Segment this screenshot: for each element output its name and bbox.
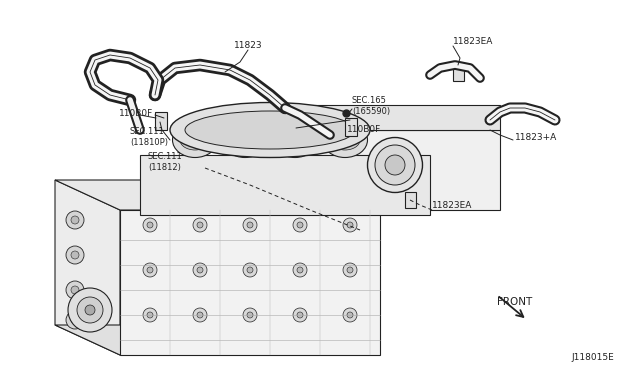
Circle shape <box>147 267 153 273</box>
Polygon shape <box>55 180 380 210</box>
Text: 11823: 11823 <box>234 42 262 51</box>
Circle shape <box>347 312 353 318</box>
Circle shape <box>197 222 203 228</box>
FancyBboxPatch shape <box>453 65 464 81</box>
Ellipse shape <box>280 130 310 150</box>
Circle shape <box>343 218 357 232</box>
Circle shape <box>243 218 257 232</box>
Circle shape <box>77 297 103 323</box>
Circle shape <box>66 311 84 329</box>
Ellipse shape <box>385 155 405 175</box>
Text: 110B0F: 110B0F <box>347 125 381 135</box>
Circle shape <box>297 222 303 228</box>
Circle shape <box>147 312 153 318</box>
Polygon shape <box>55 325 380 355</box>
Text: 11823+A: 11823+A <box>515 134 557 142</box>
Circle shape <box>71 216 79 224</box>
Ellipse shape <box>367 138 422 192</box>
Circle shape <box>247 267 253 273</box>
Ellipse shape <box>330 130 360 150</box>
Circle shape <box>347 267 353 273</box>
FancyBboxPatch shape <box>405 192 416 208</box>
Circle shape <box>68 288 112 332</box>
Circle shape <box>143 263 157 277</box>
Circle shape <box>85 305 95 315</box>
Circle shape <box>193 308 207 322</box>
Circle shape <box>247 222 253 228</box>
Circle shape <box>293 218 307 232</box>
Polygon shape <box>140 155 430 215</box>
Text: SEC.165
(165590): SEC.165 (165590) <box>352 96 390 116</box>
Ellipse shape <box>180 130 210 150</box>
Ellipse shape <box>323 122 367 157</box>
Ellipse shape <box>170 103 370 157</box>
Ellipse shape <box>185 111 355 149</box>
Circle shape <box>297 267 303 273</box>
Circle shape <box>147 222 153 228</box>
Circle shape <box>143 308 157 322</box>
Ellipse shape <box>223 122 268 157</box>
Circle shape <box>143 218 157 232</box>
Circle shape <box>193 218 207 232</box>
Ellipse shape <box>230 130 260 150</box>
Circle shape <box>71 316 79 324</box>
Polygon shape <box>315 105 500 130</box>
Ellipse shape <box>375 145 415 185</box>
Text: FRONT: FRONT <box>497 297 532 307</box>
Circle shape <box>343 308 357 322</box>
Text: J118015E: J118015E <box>572 353 614 362</box>
Ellipse shape <box>173 122 218 157</box>
Circle shape <box>66 246 84 264</box>
Circle shape <box>297 312 303 318</box>
Circle shape <box>197 312 203 318</box>
Text: SEC.111
(11810P): SEC.111 (11810P) <box>130 127 168 147</box>
Circle shape <box>293 308 307 322</box>
Circle shape <box>247 312 253 318</box>
Polygon shape <box>120 210 380 355</box>
Circle shape <box>197 267 203 273</box>
Text: 11823EA: 11823EA <box>432 201 472 209</box>
Circle shape <box>193 263 207 277</box>
Circle shape <box>66 281 84 299</box>
Circle shape <box>243 308 257 322</box>
Circle shape <box>71 286 79 294</box>
Circle shape <box>293 263 307 277</box>
Circle shape <box>243 263 257 277</box>
Ellipse shape <box>273 122 317 157</box>
Polygon shape <box>315 130 500 210</box>
FancyBboxPatch shape <box>345 118 357 136</box>
Circle shape <box>71 251 79 259</box>
Text: 11823EA: 11823EA <box>453 38 493 46</box>
Polygon shape <box>55 180 120 355</box>
Text: SEC.111
(11812): SEC.111 (11812) <box>148 152 183 172</box>
Circle shape <box>347 222 353 228</box>
Circle shape <box>66 211 84 229</box>
Circle shape <box>343 263 357 277</box>
FancyBboxPatch shape <box>155 112 167 130</box>
Text: 110B0F: 110B0F <box>119 109 153 118</box>
